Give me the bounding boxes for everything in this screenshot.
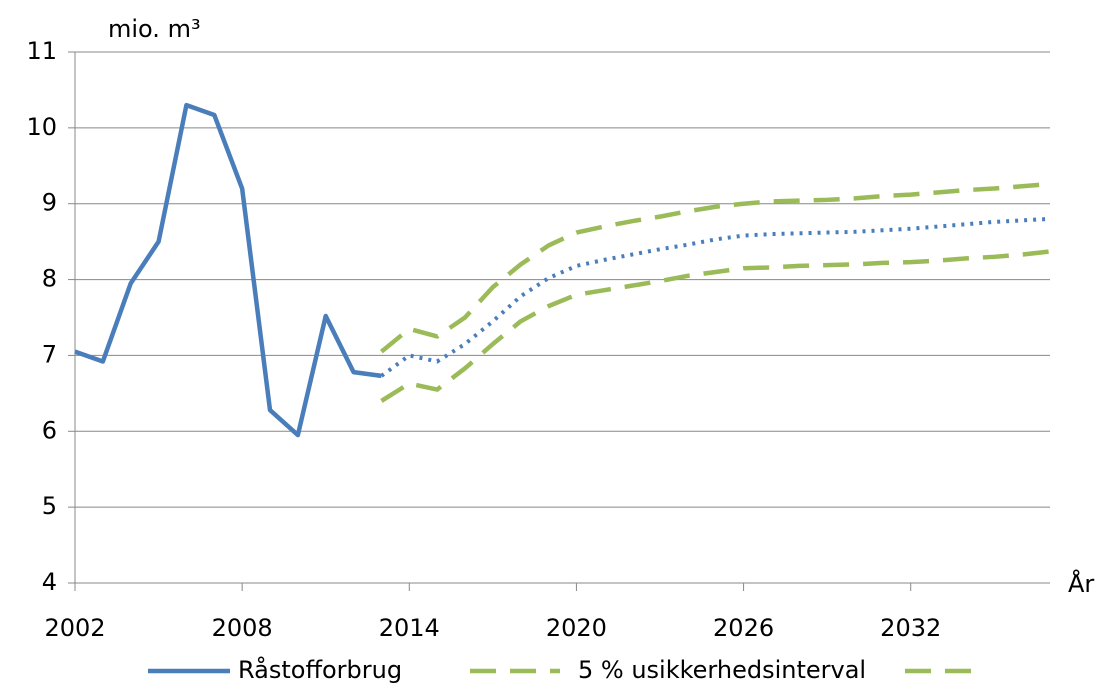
legend-label: 5 % usikkerhedsinterval	[578, 656, 866, 684]
x-tick-label: 2020	[546, 614, 607, 642]
x-tick-label: 2008	[212, 614, 273, 642]
series-line	[380, 249, 1051, 403]
x-tick-label: 2002	[44, 614, 105, 642]
x-axis-label: År	[1068, 569, 1094, 598]
y-tick-label: 11	[26, 37, 57, 65]
y-tick-label: 10	[26, 113, 57, 141]
legend-label: Råstofforbrug	[238, 655, 402, 684]
series-line	[380, 181, 1051, 354]
y-tick-label: 7	[42, 340, 57, 368]
y-tick-label: 4	[42, 568, 57, 596]
y-unit-label: mio. m³	[108, 15, 201, 43]
series-line	[74, 102, 382, 438]
y-tick-label: 8	[42, 265, 57, 293]
x-tick-label: 2026	[713, 614, 774, 642]
x-tick-label: 2032	[880, 614, 941, 642]
y-tick-label: 6	[42, 416, 57, 444]
y-tick-label: 9	[42, 189, 57, 217]
x-tick-label: 2014	[379, 614, 440, 642]
y-tick-label: 5	[42, 492, 57, 520]
